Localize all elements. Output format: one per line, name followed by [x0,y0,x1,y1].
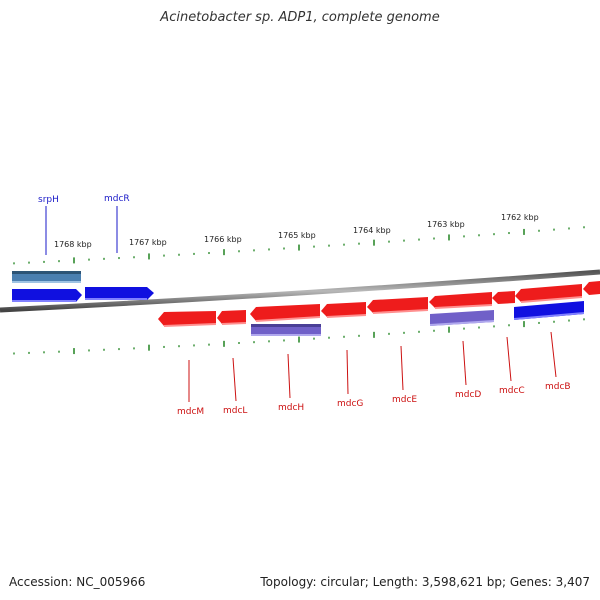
gene-feature-red-end[interactable] [583,281,600,295]
reverse-strand-genes [158,281,600,336]
scale-label-1762: 1762 kbp [501,213,539,222]
gene-label-mdcC[interactable]: mdcC [499,386,525,396]
reverse-strand-shadow [163,296,583,327]
gene-feature-mdcD[interactable] [429,292,492,308]
forward-strand-genes [12,271,154,302]
genome-summary-text: Topology: circular; Length: 3,598,621 bp… [260,575,590,589]
gene-feature-srpH-highlight [12,271,81,274]
gene-label-srpH[interactable]: srpH [38,195,59,205]
gene-feature-purple-1-hl [251,324,321,327]
gene-label-mdcE[interactable]: mdcE [392,395,417,405]
gene-feature-mdcL[interactable] [217,310,246,324]
gene-label-mdcG[interactable]: mdcG [337,399,363,409]
scale-ticks-inner [13,318,585,355]
gene-feature-mdcC[interactable] [492,291,515,304]
gene-feature-blue-1-shadow [12,300,76,302]
gene-feature-srpH-shadow [12,281,81,283]
gene-label-mdcB[interactable]: mdcB [545,382,571,392]
scale-label-1767: 1767 kbp [129,238,167,247]
scale-labels: 1768 kbp 1767 kbp 1766 kbp 1765 kbp 1764… [54,213,539,249]
reverse-gene-labels: mdcM mdcL mdcH mdcG mdcE mdcD mdcC mdcB [177,382,571,417]
reverse-label-leaders [188,331,557,402]
gene-feature-blue-1[interactable] [12,289,82,302]
gene-feature-blue-2-sh [514,312,584,320]
gene-feature-mdcH[interactable] [250,304,320,321]
scale-ticks-outer [13,226,585,265]
gene-label-mdcL[interactable]: mdcL [223,406,247,416]
gene-feature-mdcE[interactable] [367,297,428,313]
scale-label-1763: 1763 kbp [427,220,465,229]
gene-feature-mdcR-shadow [85,298,147,300]
gene-feature-purple-1-sh [251,334,321,336]
scale-label-1764: 1764 kbp [353,226,391,235]
forward-label-leaders [45,206,118,255]
map-title: Acinetobacter sp. ADP1, complete genome [160,10,440,25]
scale-label-1768: 1768 kbp [54,240,92,249]
gene-label-mdcR[interactable]: mdcR [104,194,130,204]
gene-label-mdcH[interactable]: mdcH [278,403,304,413]
gene-feature-purple-2-sh [430,320,494,326]
forward-gene-labels: srpH mdcR [38,194,130,205]
scale-label-1766: 1766 kbp [204,235,242,244]
gene-feature-mdcM[interactable] [158,311,216,326]
gene-label-mdcM[interactable]: mdcM [177,407,204,417]
accession-text: Accession: NC_005966 [9,575,146,589]
gene-label-mdcD[interactable]: mdcD [455,390,481,400]
scale-label-1765: 1765 kbp [278,231,316,240]
gene-feature-mdcR[interactable] [85,287,154,300]
genome-backbone [0,269,600,313]
gene-feature-mdcG[interactable] [321,302,366,317]
